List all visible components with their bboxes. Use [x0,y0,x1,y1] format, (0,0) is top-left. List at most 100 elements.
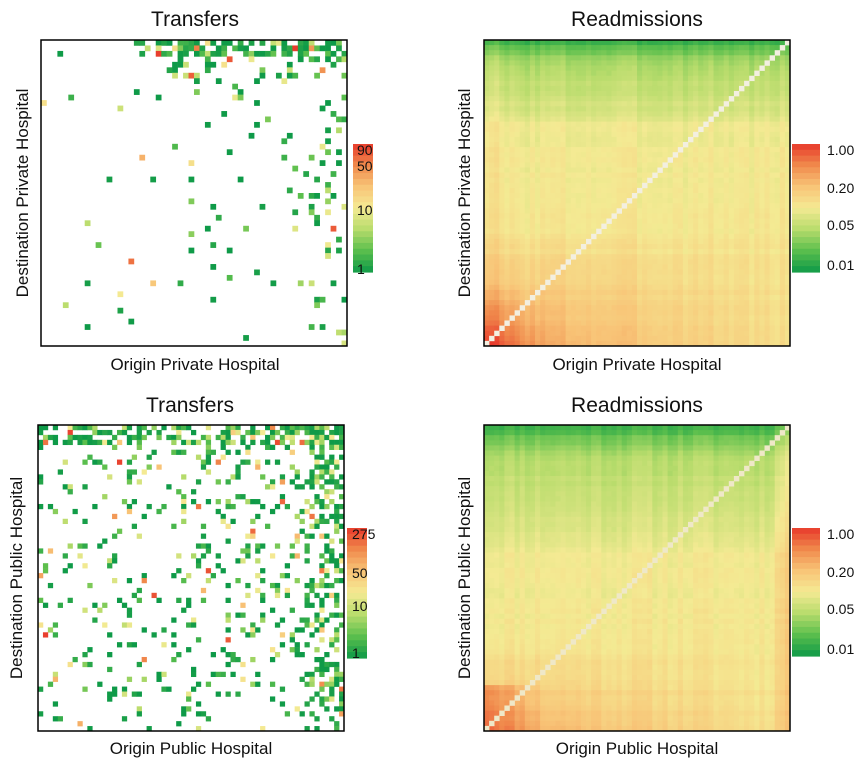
heatmap-cell [319,439,325,446]
heatmap-cell [749,238,755,245]
heatmap-cell [718,284,725,291]
heatmap-cell [718,233,725,240]
heatmap-cell [647,259,653,265]
heatmap-cell [626,430,633,436]
heatmap-cell [621,238,628,245]
colorbar-swatch [353,242,373,250]
heatmap-cell [336,160,342,166]
heatmap-cell [611,50,617,56]
heatmap-cell [784,203,791,209]
heatmap-cell [713,147,719,153]
heatmap-cell [529,85,536,92]
heatmap-cell [733,228,740,235]
heatmap-cell [713,152,719,158]
heatmap-cell [596,182,602,189]
heatmap-cell [749,223,755,230]
heatmap-cell [509,425,515,431]
heatmap-cell [329,459,335,465]
heatmap-cell [550,152,556,158]
heatmap-cell [637,75,643,82]
heatmap-cell [324,459,330,465]
heatmap-cell [545,198,551,204]
diagonal-cell [601,223,607,229]
heatmap-cell [245,632,251,638]
heatmap-cell [713,340,719,347]
heatmap-cell [723,136,730,143]
heatmap-cell [555,445,561,451]
heatmap-cell [774,45,781,51]
heatmap-cell [586,233,592,240]
heatmap-cell [529,157,536,163]
heatmap-cell [499,121,505,128]
heatmap-cell [606,70,612,77]
heatmap-cell [626,106,633,112]
heatmap-cell [754,300,760,306]
heatmap-cell [779,147,786,153]
heatmap-cell [570,238,577,245]
heatmap-cells [41,40,348,347]
heatmap-cell [693,264,699,270]
heatmap-cell [723,187,730,194]
heatmap-cell [733,101,740,107]
heatmap-cell [744,269,750,275]
heatmap-cell [220,671,226,678]
heatmap-cell [304,533,310,539]
heatmap-cell [672,440,679,446]
heatmap-cell [519,244,526,250]
heatmap-cell [494,254,500,260]
heatmap-cell [672,80,679,87]
heatmap-cell [749,315,755,321]
heatmap-cell [728,152,735,158]
heatmap-cell [499,254,505,260]
heatmap-cell [555,55,561,61]
diagonal-cell [494,330,500,337]
heatmap-cell [555,440,561,446]
heatmap-cell [647,60,653,66]
heatmap-cell [540,249,546,255]
heatmap-cell [494,75,500,82]
colorbar-swatch [792,155,820,163]
heatmap-cell [555,106,561,112]
heatmap-cell [334,632,340,638]
heatmap-cell [484,279,490,286]
heatmap-cell [586,435,592,441]
heatmap-cell [126,622,133,628]
heatmap-cell [292,165,299,172]
heatmap-cell [616,172,623,179]
heatmap-cell [698,96,704,102]
heatmap-cell [682,259,689,265]
heatmap-cell [749,300,755,306]
heatmap-cell [616,121,623,128]
heatmap-cell [662,295,668,301]
heatmap-cell [519,131,526,138]
heatmap-cell [341,340,348,347]
heatmap-cell [744,50,750,56]
heatmap-cell [744,254,750,260]
heatmap-cell [739,203,745,209]
heatmap-cell [779,425,786,431]
heatmap-cell [749,172,755,179]
heatmap-cell [631,177,638,184]
heatmap-cell [304,671,310,678]
heatmap-cell [739,65,745,71]
heatmap-cell [596,40,602,46]
heatmap-cell [662,274,668,281]
heatmap-cell [133,40,140,46]
heatmap-cell [754,279,760,286]
heatmap-cell [723,162,730,168]
heatmap-cell [339,454,345,460]
heatmap-cell [484,65,490,71]
heatmap-cell [733,300,740,306]
heatmap-cell [611,279,617,286]
heatmap-cell [550,55,556,61]
heatmap-cell [565,167,572,173]
heatmap-cell [652,193,658,199]
heatmap-cell [575,238,582,245]
heatmap-cell [494,238,500,245]
heatmap-cell [509,335,515,342]
heatmap-cell [240,548,246,554]
heatmap-cell [499,274,505,281]
heatmap-cell [672,193,679,199]
heatmap-cell [693,325,699,332]
heatmap-cell [779,70,786,77]
